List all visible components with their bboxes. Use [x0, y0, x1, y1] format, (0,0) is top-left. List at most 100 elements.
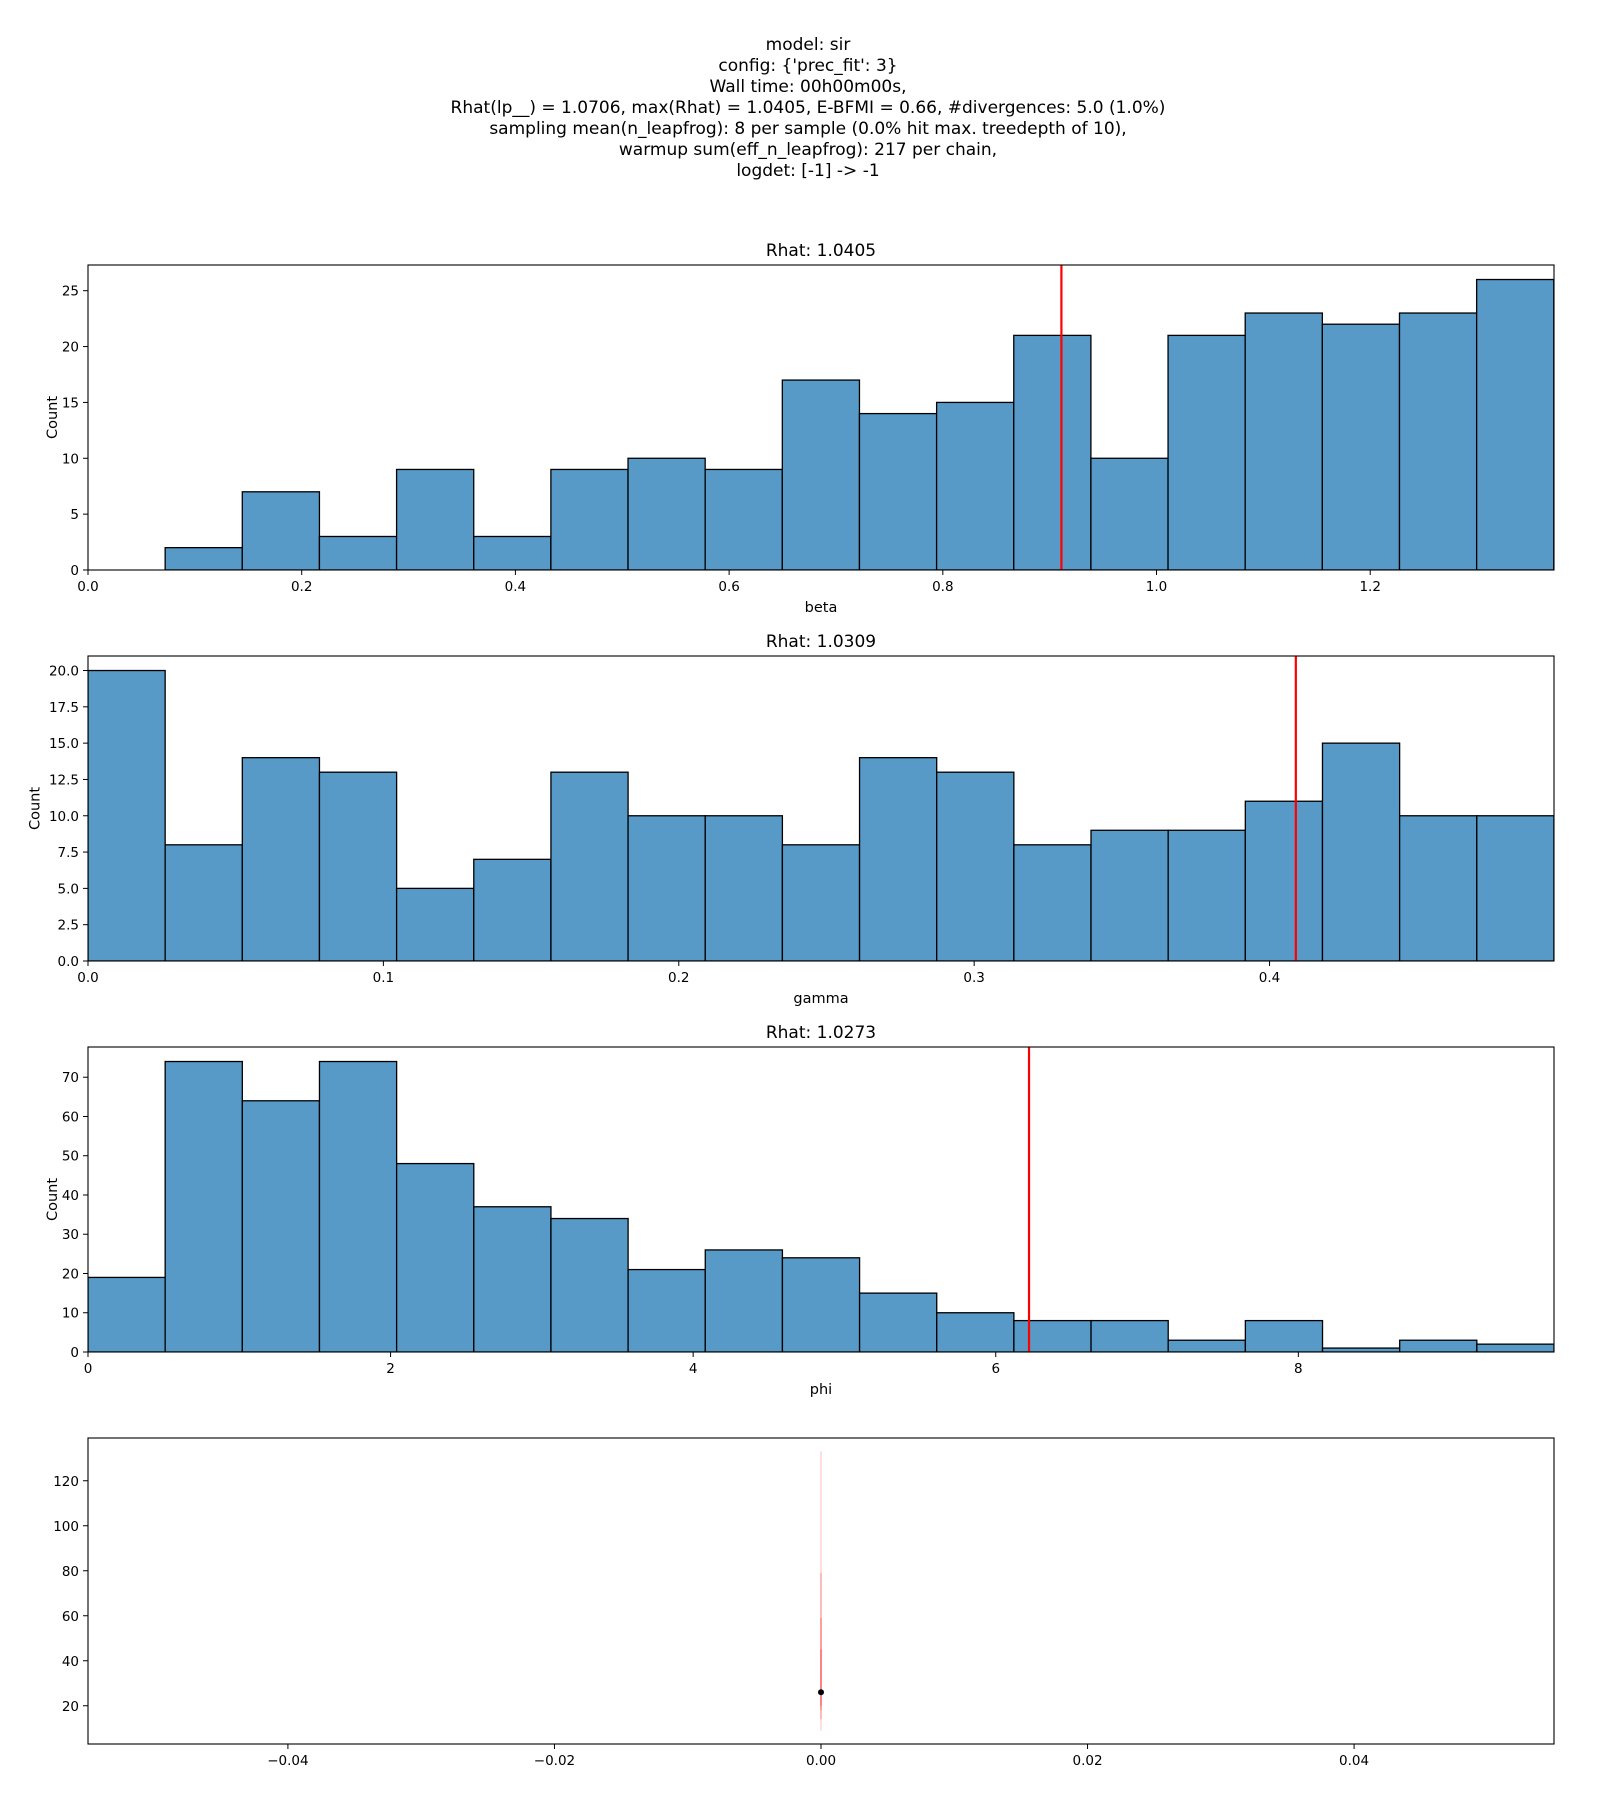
y-tick-label: 10.0 [49, 809, 79, 825]
histogram-bar [704, 1249, 784, 1352]
axes-frame [87, 1046, 1555, 1353]
y-tick-label: 10 [62, 1306, 79, 1322]
y-tick-label: 80 [62, 1564, 79, 1580]
y-tick-label: 15.0 [49, 736, 79, 752]
suptitle-line: model: sir [766, 35, 851, 55]
x-tick-label: 0.00 [806, 1753, 836, 1769]
y-tick-label: 20.0 [49, 664, 79, 680]
histogram-bar [88, 669, 166, 961]
x-tick-label: 0.6 [718, 579, 739, 595]
y-tick-label: 7.5 [58, 845, 79, 861]
histogram-bar [1013, 844, 1092, 961]
histogram-bar [1321, 742, 1401, 961]
y-tick-label: 15 [62, 395, 79, 411]
x-tick-label: 1.0 [1146, 579, 1167, 595]
suptitle-line: sampling mean(n_leapfrog): 8 per sample … [489, 119, 1126, 139]
y-axis-label: Count [28, 787, 44, 830]
histogram-bar [1321, 323, 1401, 570]
y-tick-label: 40 [62, 1654, 79, 1670]
x-tick-label: 6 [991, 1361, 1000, 1377]
panel-title: Rhat: 1.0309 [766, 632, 876, 652]
y-tick-label: 30 [62, 1227, 79, 1243]
histogram-bar [935, 401, 1015, 570]
x-tick-label: 0.3 [963, 970, 984, 986]
histogram-bar [627, 1268, 706, 1352]
histogram-bar [1398, 312, 1478, 570]
y-tick-label: 17.5 [49, 700, 79, 716]
histogram-bar [241, 491, 321, 570]
panel-title: Rhat: 1.0273 [766, 1023, 876, 1043]
x-axis-label: phi [810, 1382, 832, 1398]
y-tick-label: 100 [53, 1519, 79, 1535]
histogram-bar [473, 858, 552, 961]
x-tick-label: 2 [386, 1361, 395, 1377]
histogram-bar [241, 1100, 321, 1352]
histogram-bar [473, 1206, 552, 1352]
histogram-bar [1167, 334, 1246, 570]
y-tick-label: 5.0 [58, 881, 79, 897]
histogram-bar [550, 771, 629, 961]
x-tick-label: 0.8 [932, 579, 953, 595]
suptitle-line: config: {'prec_fit': 3} [718, 56, 897, 76]
x-axis-label: beta [805, 600, 838, 616]
axes-frame [87, 264, 1555, 571]
histogram-bar [164, 844, 243, 961]
y-tick-label: 0.0 [58, 954, 79, 970]
histogram-bar [164, 547, 243, 570]
y-tick-label: 40 [62, 1188, 79, 1204]
histogram-bar [1321, 1347, 1401, 1352]
y-axis-label: Count [45, 1178, 61, 1221]
y-axis-label: Count [45, 396, 61, 439]
x-tick-label: −0.04 [267, 1753, 308, 1769]
x-axis-label: gamma [793, 991, 848, 1007]
histogram-bar [858, 757, 938, 961]
histogram-bar [627, 457, 706, 570]
histogram-bar [704, 815, 784, 961]
y-tick-label: 20 [62, 1699, 79, 1715]
y-tick-label: 20 [62, 340, 79, 356]
histogram-bar [88, 1276, 166, 1352]
gamma-histogram-panel: Rhat: 1.0309 0.0 0.1 0.2 0.3 0.4 0.0 2.5 5.0 7.5 1… [28, 632, 1555, 1007]
histogram-bar [704, 468, 783, 570]
y-tick-label: 20 [62, 1266, 79, 1282]
histogram-bar [1167, 1339, 1247, 1352]
suptitle-line: logdet: [-1] -> -1 [736, 161, 879, 181]
histogram-bar [473, 535, 552, 570]
histogram-bar [241, 757, 321, 961]
x-tick-label: 4 [689, 1361, 698, 1377]
plot-content [88, 1047, 1554, 1352]
histogram-bar [395, 1162, 475, 1352]
divergence-scatter-panel: −0.04 −0.02 0.00 0.02 0.04 20 40 60 80 100 120 [53, 1437, 1555, 1769]
y-tick-label: 120 [53, 1474, 79, 1490]
y-tick-label: 0 [70, 1345, 79, 1361]
histogram-bar [395, 887, 475, 961]
histogram-bar [1476, 815, 1554, 961]
beta-histogram-panel: Rhat: 1.0405 0.0 0.2 0.4 0.6 0.8 1.0 1.2 0 5 10 15 2… [45, 241, 1555, 616]
x-tick-label: 0.02 [1073, 1753, 1103, 1769]
phi-histogram-panel: Rhat: 1.0273 0 2 4 6 8 0 10 20 30 40 50 60 70 phi Count [45, 1023, 1555, 1398]
x-tick-label: 8 [1294, 1361, 1303, 1377]
histogram-bar [1090, 1319, 1169, 1352]
x-tick-label: 0.04 [1339, 1753, 1369, 1769]
x-tick-label: 0.2 [668, 970, 689, 986]
scatter-point [818, 1689, 824, 1696]
figure-suptitle: model: sir config: {'prec_fit': 3} Wall … [451, 35, 1166, 181]
histogram-bar [1244, 1319, 1324, 1352]
suptitle-line: Rhat(lp__) = 1.0706, max(Rhat) = 1.0405,… [451, 98, 1166, 118]
suptitle-line: Wall time: 00h00m00s, [709, 77, 906, 97]
histogram-bar [1167, 829, 1246, 961]
histogram-bar [318, 1060, 398, 1352]
y-tick-label: 2.5 [58, 918, 79, 934]
y-tick-label: 10 [62, 451, 79, 467]
histogram-bar [1476, 1343, 1554, 1352]
plot-content [818, 1451, 824, 1731]
histogram-bar [1090, 829, 1169, 961]
histogram-bar [318, 771, 398, 961]
y-tick-label: 60 [62, 1109, 79, 1125]
histogram-bar [1398, 815, 1478, 961]
x-tick-label: 0.4 [505, 579, 526, 595]
histogram-bar [781, 379, 861, 570]
histogram-bar [318, 535, 398, 570]
x-tick-label: 0.0 [77, 970, 98, 986]
histogram-bar [781, 844, 861, 961]
